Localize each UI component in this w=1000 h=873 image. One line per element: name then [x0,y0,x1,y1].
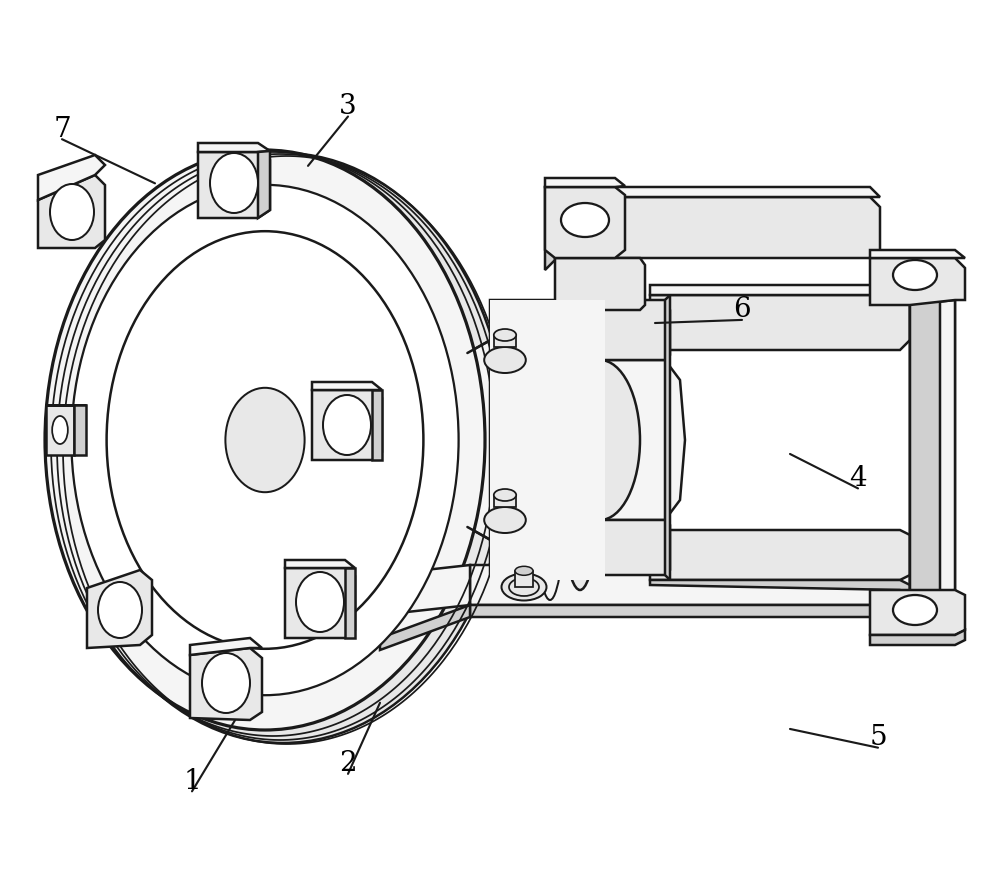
Polygon shape [665,295,670,580]
Polygon shape [190,648,262,720]
Polygon shape [372,390,382,460]
Ellipse shape [45,150,485,730]
Polygon shape [198,143,270,152]
Polygon shape [910,280,940,600]
Polygon shape [312,382,382,390]
Polygon shape [285,568,355,638]
Polygon shape [490,360,685,520]
Polygon shape [190,638,262,655]
Ellipse shape [560,360,640,520]
Polygon shape [312,390,382,460]
Polygon shape [470,565,910,605]
Polygon shape [910,300,955,595]
Polygon shape [555,197,880,258]
Polygon shape [555,187,880,197]
Ellipse shape [71,185,459,695]
Polygon shape [490,520,670,575]
Ellipse shape [893,260,937,290]
Polygon shape [870,258,965,305]
Ellipse shape [515,567,533,575]
Polygon shape [900,280,955,600]
Text: 6: 6 [733,297,751,323]
Polygon shape [650,285,910,305]
Ellipse shape [502,574,546,601]
Text: 1: 1 [183,768,201,794]
Ellipse shape [210,153,258,213]
Polygon shape [555,258,645,310]
Polygon shape [467,290,580,590]
Text: 3: 3 [339,93,357,120]
Ellipse shape [50,184,94,240]
Ellipse shape [98,582,142,638]
Polygon shape [870,630,965,645]
Polygon shape [470,600,910,617]
Polygon shape [515,571,533,587]
Ellipse shape [296,572,344,632]
Polygon shape [490,300,605,580]
Polygon shape [46,405,74,455]
Ellipse shape [484,507,526,533]
Ellipse shape [107,231,423,649]
Polygon shape [545,187,555,270]
Polygon shape [38,175,105,248]
Polygon shape [380,565,470,615]
Text: 2: 2 [339,751,357,777]
Polygon shape [87,570,152,648]
Text: 4: 4 [849,465,867,491]
Ellipse shape [58,153,508,743]
Polygon shape [650,295,910,350]
Ellipse shape [225,388,305,492]
Ellipse shape [202,653,250,713]
Polygon shape [285,560,355,568]
Polygon shape [490,300,670,360]
Ellipse shape [558,290,602,590]
Ellipse shape [893,595,937,625]
Ellipse shape [561,203,609,237]
Polygon shape [258,151,270,218]
Ellipse shape [323,395,371,455]
Polygon shape [345,568,355,638]
Polygon shape [650,530,910,580]
Ellipse shape [494,329,516,341]
Ellipse shape [509,578,539,596]
Ellipse shape [484,347,526,373]
Polygon shape [494,335,516,347]
Polygon shape [74,405,86,455]
Ellipse shape [494,489,516,501]
Polygon shape [545,178,625,187]
Text: 7: 7 [53,116,71,142]
Polygon shape [650,580,910,595]
Polygon shape [38,155,105,200]
Polygon shape [870,250,965,258]
Polygon shape [494,495,516,507]
Polygon shape [870,590,965,635]
Polygon shape [545,187,625,258]
Ellipse shape [52,416,68,444]
Polygon shape [198,152,270,218]
Text: 5: 5 [869,725,887,751]
Ellipse shape [568,358,592,523]
Polygon shape [380,605,470,650]
